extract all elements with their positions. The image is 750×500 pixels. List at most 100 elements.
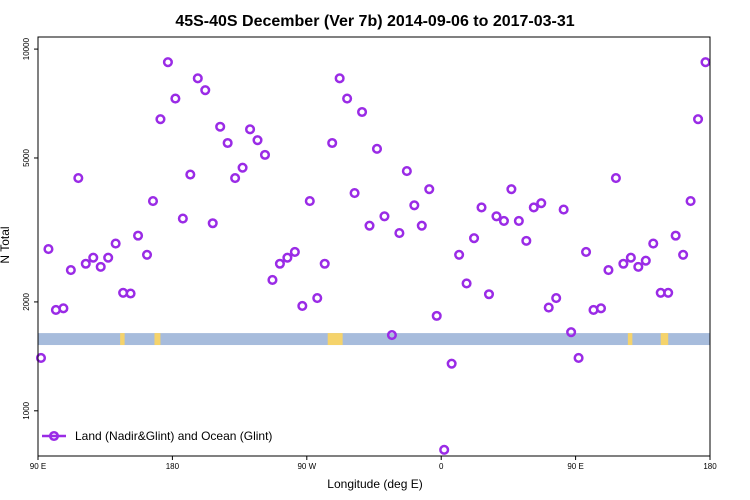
data-point bbox=[65, 264, 76, 276]
y-tick-label: 1000 bbox=[22, 401, 31, 419]
data-point bbox=[155, 114, 166, 125]
data-point bbox=[633, 261, 644, 272]
x-axis: 90 E 180 90 W 0 90 E 180 bbox=[30, 456, 717, 471]
data-point bbox=[640, 255, 651, 266]
data-point bbox=[409, 200, 420, 211]
data-point bbox=[192, 73, 203, 84]
data-point bbox=[312, 292, 323, 304]
data-point bbox=[416, 220, 427, 231]
ocean-band bbox=[38, 333, 710, 346]
data-point bbox=[245, 124, 256, 135]
data-point bbox=[103, 252, 114, 263]
data-point bbox=[274, 258, 285, 269]
data-point bbox=[491, 211, 502, 222]
data-point bbox=[133, 230, 144, 241]
data-point bbox=[506, 184, 517, 195]
data-point bbox=[513, 215, 524, 226]
data-point bbox=[334, 73, 345, 84]
data-point bbox=[566, 327, 577, 338]
data-point bbox=[342, 93, 353, 104]
x-tick-label: 180 bbox=[166, 462, 180, 471]
data-point bbox=[431, 310, 442, 321]
data-points bbox=[35, 57, 711, 455]
data-point bbox=[222, 137, 233, 149]
data-point bbox=[454, 249, 465, 260]
y-axis-label: N Total bbox=[0, 226, 12, 263]
data-point bbox=[73, 173, 84, 184]
data-point bbox=[88, 252, 99, 263]
data-point bbox=[125, 288, 136, 299]
data-point bbox=[581, 246, 592, 257]
data-point bbox=[349, 187, 360, 199]
data-point bbox=[80, 258, 91, 269]
data-point bbox=[476, 202, 487, 213]
data-point bbox=[58, 303, 69, 314]
data-point bbox=[364, 220, 375, 231]
data-point bbox=[200, 85, 211, 96]
data-point bbox=[693, 114, 704, 125]
x-tick-label: 90 E bbox=[30, 462, 46, 471]
data-point bbox=[289, 246, 300, 257]
x-tick-label: 180 bbox=[703, 462, 717, 471]
data-point bbox=[483, 289, 495, 300]
data-point bbox=[386, 329, 397, 341]
data-point bbox=[147, 196, 159, 207]
data-point bbox=[141, 249, 153, 260]
land-segment bbox=[627, 333, 633, 346]
data-point bbox=[439, 444, 450, 455]
data-point bbox=[230, 173, 241, 184]
data-point bbox=[424, 184, 435, 195]
data-point bbox=[446, 358, 457, 369]
data-point bbox=[461, 278, 472, 289]
data-point bbox=[252, 135, 263, 146]
data-point bbox=[401, 166, 412, 177]
data-point bbox=[469, 233, 480, 244]
data-point bbox=[543, 302, 554, 313]
legend: Land (Nadir&Glint) and Ocean (Glint) bbox=[42, 429, 272, 443]
data-point bbox=[267, 274, 278, 286]
data-point bbox=[177, 213, 188, 224]
legend-marker bbox=[48, 430, 60, 442]
data-point bbox=[357, 106, 368, 118]
data-point bbox=[259, 149, 271, 160]
data-point bbox=[394, 228, 405, 239]
data-point bbox=[678, 249, 689, 260]
data-point bbox=[558, 204, 569, 215]
data-point bbox=[162, 57, 173, 68]
data-point bbox=[573, 352, 584, 364]
x-tick-label: 90 W bbox=[297, 462, 316, 471]
x-tick-label: 0 bbox=[439, 462, 444, 471]
data-point bbox=[610, 173, 621, 184]
data-point bbox=[625, 252, 636, 263]
land-segment bbox=[120, 333, 125, 346]
data-point bbox=[215, 121, 226, 132]
data-point bbox=[700, 57, 711, 68]
chart-title: 45S-40S December (Ver 7b) 2014-09-06 to … bbox=[175, 13, 574, 30]
plot-frame bbox=[37, 36, 711, 457]
data-point bbox=[185, 169, 196, 180]
data-point bbox=[648, 238, 659, 249]
data-point bbox=[551, 292, 562, 304]
y-axis: 1000 2000 5000 10000 bbox=[22, 37, 38, 420]
data-point bbox=[685, 196, 696, 207]
data-point bbox=[618, 258, 629, 269]
data-point bbox=[207, 218, 218, 229]
data-point bbox=[379, 211, 390, 222]
ocean-land-band bbox=[38, 333, 710, 346]
data-point bbox=[528, 202, 539, 213]
data-point bbox=[110, 238, 121, 249]
data-point bbox=[603, 264, 614, 276]
data-point bbox=[95, 261, 106, 272]
y-tick-label: 5000 bbox=[22, 149, 31, 167]
data-point bbox=[282, 252, 293, 263]
land-segment bbox=[327, 333, 343, 346]
data-point bbox=[595, 303, 607, 314]
data-point bbox=[35, 352, 47, 364]
data-point bbox=[304, 196, 315, 207]
data-point bbox=[521, 235, 532, 246]
data-point bbox=[371, 143, 383, 154]
y-tick-label: 2000 bbox=[22, 292, 31, 310]
data-point bbox=[297, 300, 308, 311]
land-segment bbox=[660, 333, 669, 346]
